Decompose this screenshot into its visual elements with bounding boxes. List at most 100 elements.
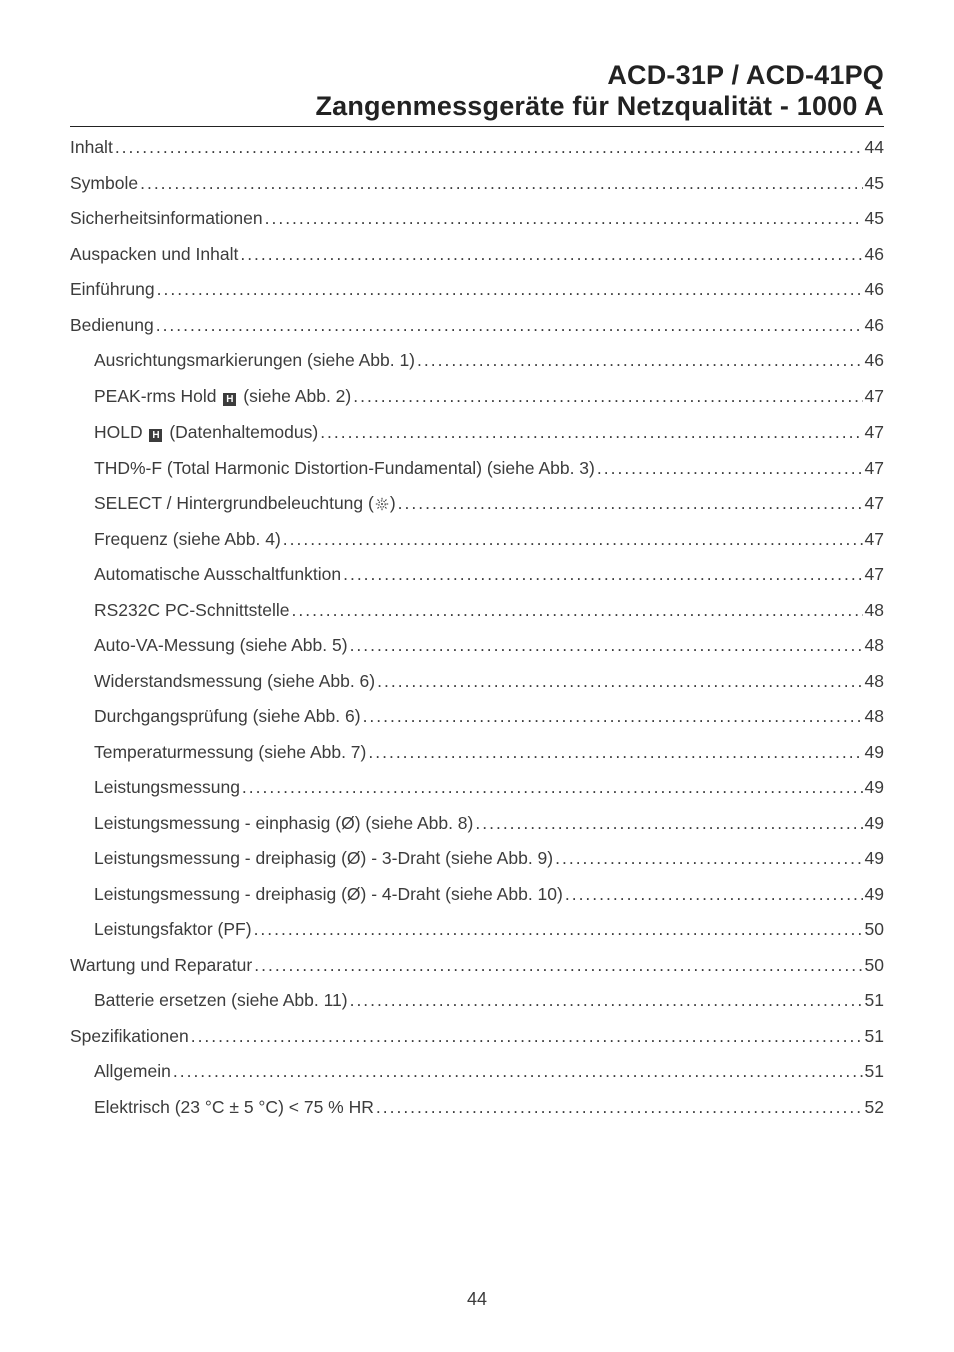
- toc-page-number: 50: [865, 957, 884, 975]
- toc-page-number: 51: [865, 992, 884, 1010]
- toc-row: Leistungsfaktor (PF) 50: [70, 912, 884, 948]
- toc-page-number: 49: [865, 850, 884, 868]
- toc-page-number: 47: [865, 460, 884, 478]
- toc-leader-dots: [156, 317, 863, 335]
- toc-row: Ausrichtungsmarkierungen (siehe Abb. 1) 4…: [70, 343, 884, 379]
- toc-label: Auto-VA-Messung (siehe Abb. 5): [94, 637, 348, 655]
- toc-leader-dots: [173, 1063, 863, 1081]
- toc-page-number: 47: [865, 566, 884, 584]
- toc-label: Einführung: [70, 281, 155, 299]
- toc-page-number: 50: [865, 921, 884, 939]
- toc-leader-dots: [191, 1028, 863, 1046]
- toc-page-number: 48: [865, 673, 884, 691]
- toc-label: Symbole: [70, 175, 138, 193]
- toc-page-number: 47: [865, 388, 884, 406]
- toc-row: Wartung und Reparatur 50: [70, 948, 884, 984]
- toc-row: Auspacken und Inhalt 46: [70, 237, 884, 273]
- toc-leader-dots: [320, 424, 862, 442]
- toc-row: Automatische Ausschaltfunktion 47: [70, 557, 884, 593]
- toc-page-number: 49: [865, 744, 884, 762]
- title-line-2: Zangenmessgeräte für Netzqualität - 1000…: [70, 91, 884, 122]
- toc-row: Leistungsmessung - dreiphasig (Ø) - 3-Dr…: [70, 841, 884, 877]
- toc-row: PEAK-rms Hold H (siehe Abb. 2) 47: [70, 379, 884, 415]
- toc-leader-dots: [292, 602, 863, 620]
- toc-page-number: 48: [865, 637, 884, 655]
- toc-row: Temperaturmessung (siehe Abb. 7) 49: [70, 735, 884, 771]
- toc-page-number: 45: [865, 175, 884, 193]
- toc-label: Leistungsmessung - einphasig (Ø) (siehe …: [94, 815, 473, 833]
- toc-leader-dots: [157, 281, 863, 299]
- toc-page-number: 46: [865, 352, 884, 370]
- toc-row: SELECT / Hintergrundbeleuchtung () 47: [70, 486, 884, 522]
- toc-leader-dots: [417, 352, 863, 370]
- toc-label: Sicherheitsinformationen: [70, 210, 263, 228]
- toc-leader-dots: [140, 175, 862, 193]
- toc-label: RS232C PC-Schnittstelle: [94, 602, 290, 620]
- toc-row: Allgemein 51: [70, 1054, 884, 1090]
- toc-label: Leistungsfaktor (PF): [94, 921, 252, 939]
- toc-leader-dots: [254, 921, 863, 939]
- toc-label: Leistungsmessung - dreiphasig (Ø) - 4-Dr…: [94, 886, 563, 904]
- toc-row: Leistungsmessung 49: [70, 770, 884, 806]
- toc-leader-dots: [377, 673, 862, 691]
- toc-page-number: 47: [865, 495, 884, 513]
- toc-row: Auto-VA-Messung (siehe Abb. 5) 48: [70, 628, 884, 664]
- toc-page-number: 49: [865, 815, 884, 833]
- toc-leader-dots: [350, 637, 863, 655]
- toc-label: Ausrichtungsmarkierungen (siehe Abb. 1): [94, 352, 415, 370]
- toc-row: Spezifikationen 51: [70, 1019, 884, 1055]
- toc-label: Auspacken und Inhalt: [70, 246, 238, 264]
- page: ACD-31P / ACD-41PQ Zangenmessgeräte für …: [0, 0, 954, 1352]
- toc-page-number: 45: [865, 210, 884, 228]
- toc-label: Bedienung: [70, 317, 154, 335]
- toc-page-number: 49: [865, 886, 884, 904]
- document-title: ACD-31P / ACD-41PQ Zangenmessgeräte für …: [70, 60, 884, 122]
- toc-row: Symbole 45: [70, 166, 884, 202]
- toc-page-number: 49: [865, 779, 884, 797]
- toc-row: Leistungsmessung - einphasig (Ø) (siehe …: [70, 806, 884, 842]
- title-underline: [70, 126, 884, 127]
- toc-label: Widerstandsmessung (siehe Abb. 6): [94, 673, 375, 691]
- toc-row: Elektrisch (23 °C ± 5 °C) < 75 % HR52: [70, 1090, 884, 1126]
- toc-row: Widerstandsmessung (siehe Abb. 6) 48: [70, 664, 884, 700]
- toc-label: Automatische Ausschaltfunktion: [94, 566, 341, 584]
- page-number: 44: [0, 1289, 954, 1310]
- toc-row: HOLD H (Datenhaltemodus)47: [70, 415, 884, 451]
- toc-row: Leistungsmessung - dreiphasig (Ø) - 4-Dr…: [70, 877, 884, 913]
- title-line-1: ACD-31P / ACD-41PQ: [70, 60, 884, 91]
- toc-leader-dots: [343, 566, 862, 584]
- toc-leader-dots: [254, 957, 862, 975]
- toc-label: PEAK-rms Hold H (siehe Abb. 2): [94, 388, 351, 406]
- toc-row: RS232C PC-Schnittstelle 48: [70, 593, 884, 629]
- table-of-contents: Inhalt 44 Symbole 45 Sicherheitsinformation…: [70, 130, 884, 1125]
- toc-leader-dots: [283, 531, 863, 549]
- toc-label: THD%-F (Total Harmonic Distortion-Fundam…: [94, 460, 595, 478]
- toc-leader-dots: [368, 744, 862, 762]
- toc-row: THD%-F (Total Harmonic Distortion-Fundam…: [70, 451, 884, 487]
- toc-page-number: 46: [865, 281, 884, 299]
- toc-leader-dots: [353, 388, 862, 406]
- toc-page-number: 48: [865, 602, 884, 620]
- toc-leader-dots: [555, 850, 862, 868]
- toc-leader-dots: [350, 992, 863, 1010]
- toc-page-number: 46: [865, 246, 884, 264]
- toc-row: Durchgangsprüfung (siehe Abb. 6) 48: [70, 699, 884, 735]
- toc-row: Bedienung 46: [70, 308, 884, 344]
- toc-leader-dots: [398, 495, 863, 513]
- toc-label: Leistungsmessung: [94, 779, 240, 797]
- toc-page-number: 52: [865, 1099, 884, 1117]
- toc-leader-dots: [363, 708, 863, 726]
- toc-page-number: 46: [865, 317, 884, 335]
- toc-label: Durchgangsprüfung (siehe Abb. 6): [94, 708, 361, 726]
- toc-page-number: 51: [865, 1063, 884, 1081]
- toc-label: Spezifikationen: [70, 1028, 189, 1046]
- toc-row: Inhalt 44: [70, 130, 884, 166]
- toc-leader-dots: [565, 886, 863, 904]
- toc-page-number: 44: [865, 139, 884, 157]
- toc-leader-dots: [115, 139, 863, 157]
- toc-leader-dots: [240, 246, 862, 264]
- toc-label: Inhalt: [70, 139, 113, 157]
- toc-label: Frequenz (siehe Abb. 4): [94, 531, 281, 549]
- toc-page-number: 51: [865, 1028, 884, 1046]
- toc-row: Einführung 46: [70, 272, 884, 308]
